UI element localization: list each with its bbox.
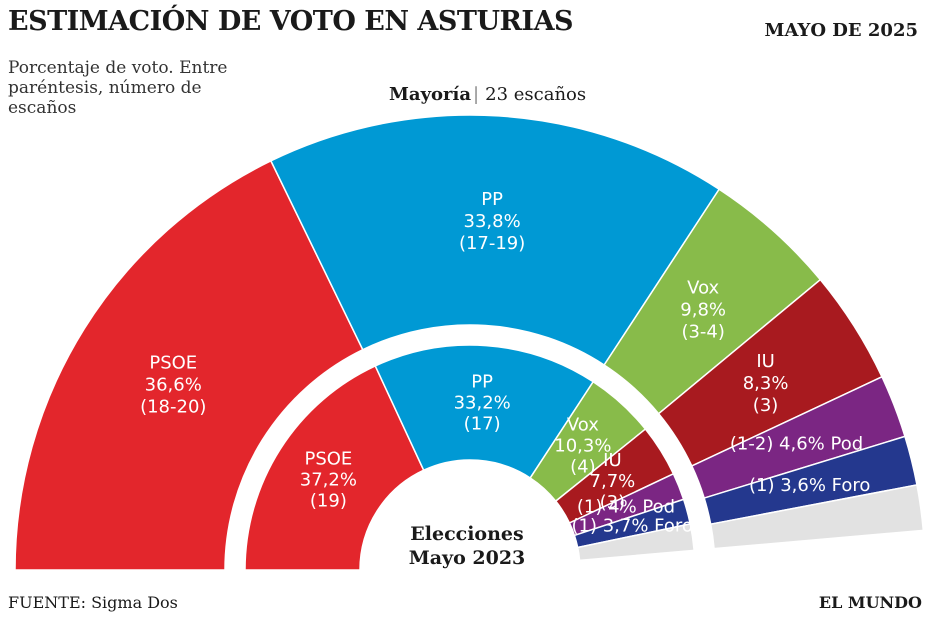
outer-label-vox-line: 9,8% [680,299,726,320]
inner-label-vox: Vox 10,3% (4) [554,415,611,478]
outer-label-psoe-line: PSOE [149,353,197,374]
inner-label-foro: (1) 3,7% Foro [572,515,693,536]
center-label-line: Mayo 2023 [409,547,526,569]
outer-label-pp-line: 33,8% [464,211,521,232]
inner-ring-2023 [244,344,695,571]
majority-note: Mayoría | 23 escaños [389,84,586,105]
outer-label-iu-line: 8,3% [743,373,789,394]
brand-logo-text: EL MUNDO [818,593,922,612]
inner-label-pod-line: (1) 4% Pod [577,497,675,518]
outer-ring-2025 [14,114,925,571]
inner-label-pp-line: (17) [464,413,501,434]
outer-label-pod-line: (1-2) 4,6% Pod [730,433,863,454]
outer-label-vox: Vox 9,8% (3-4) [680,277,726,342]
center-label-line: Elecciones [410,523,523,545]
chart-title: ESTIMACIÓN DE VOTO EN ASTURIAS [8,6,574,37]
inner-label-psoe-line: PSOE [304,449,352,470]
inner-slice-pp [374,344,595,479]
outer-slice-remainder [709,484,925,550]
outer-label-psoe-line: (18-20) [140,397,206,418]
majority-label: Mayoría [389,84,472,105]
majority-separator: | [473,84,480,105]
outer-label-iu-line: (3) [753,395,779,416]
outer-label-vox-line: (3-4) [681,321,724,342]
slice-labels: PSOE 36,6% (18-20)PP 33,8% (17-19)Vox 9,8% (3-… [140,189,870,536]
inner-label-iu-line: IU [603,450,621,471]
inner-label-foro-line: (1) 3,7% Foro [572,515,693,536]
outer-slice-psoe [14,159,364,571]
outer-slice-pp [269,114,721,367]
inner-label-vox-line: Vox [567,415,599,436]
outer-label-iu-line: IU [756,351,774,372]
outer-label-pod: (1-2) 4,6% Pod [730,433,863,454]
inner-label-pp-line: PP [471,371,493,392]
inner-label-iu: IU 7,7% (3) [590,450,636,513]
majority-value: 23 escaños [485,84,587,105]
inner-label-vox-line: (4) [570,457,596,478]
outer-label-pp: PP 33,8% (17-19) [459,189,525,254]
inner-label-pp-line: 33,2% [454,392,511,413]
inner-label-psoe-line: 37,2% [300,470,357,491]
inner-slice-remainder [576,523,695,562]
inner-label-vox-line: 10,3% [554,436,611,457]
chart-date: MAYO DE 2025 [764,20,918,41]
outer-label-pp-line: (17-19) [459,233,525,254]
chart-subtitle: Porcentaje de voto. Entre paréntesis, nú… [8,58,228,118]
inner-slice-psoe [244,364,425,571]
outer-label-psoe-line: 36,6% [145,375,202,396]
inner-label-iu-line: (3) [600,492,626,513]
outer-label-iu: IU 8,3% (3) [743,351,789,416]
outer-label-pp-line: PP [481,189,503,210]
inner-label-psoe: PSOE 37,2% (19) [300,449,357,512]
inner-label-iu-line: 7,7% [590,471,636,492]
inner-label-pod: (1) 4% Pod [577,497,675,518]
inner-label-pp: PP 33,2% (17) [454,371,511,434]
source-note: FUENTE: Sigma Dos [8,593,178,612]
outer-label-psoe: PSOE 36,6% (18-20) [140,353,206,418]
inner-label-psoe-line: (19) [310,491,347,512]
outer-label-foro: (1) 3,6% Foro [749,475,870,496]
outer-label-foro-line: (1) 3,6% Foro [749,475,870,496]
outer-label-vox-line: Vox [687,277,719,298]
